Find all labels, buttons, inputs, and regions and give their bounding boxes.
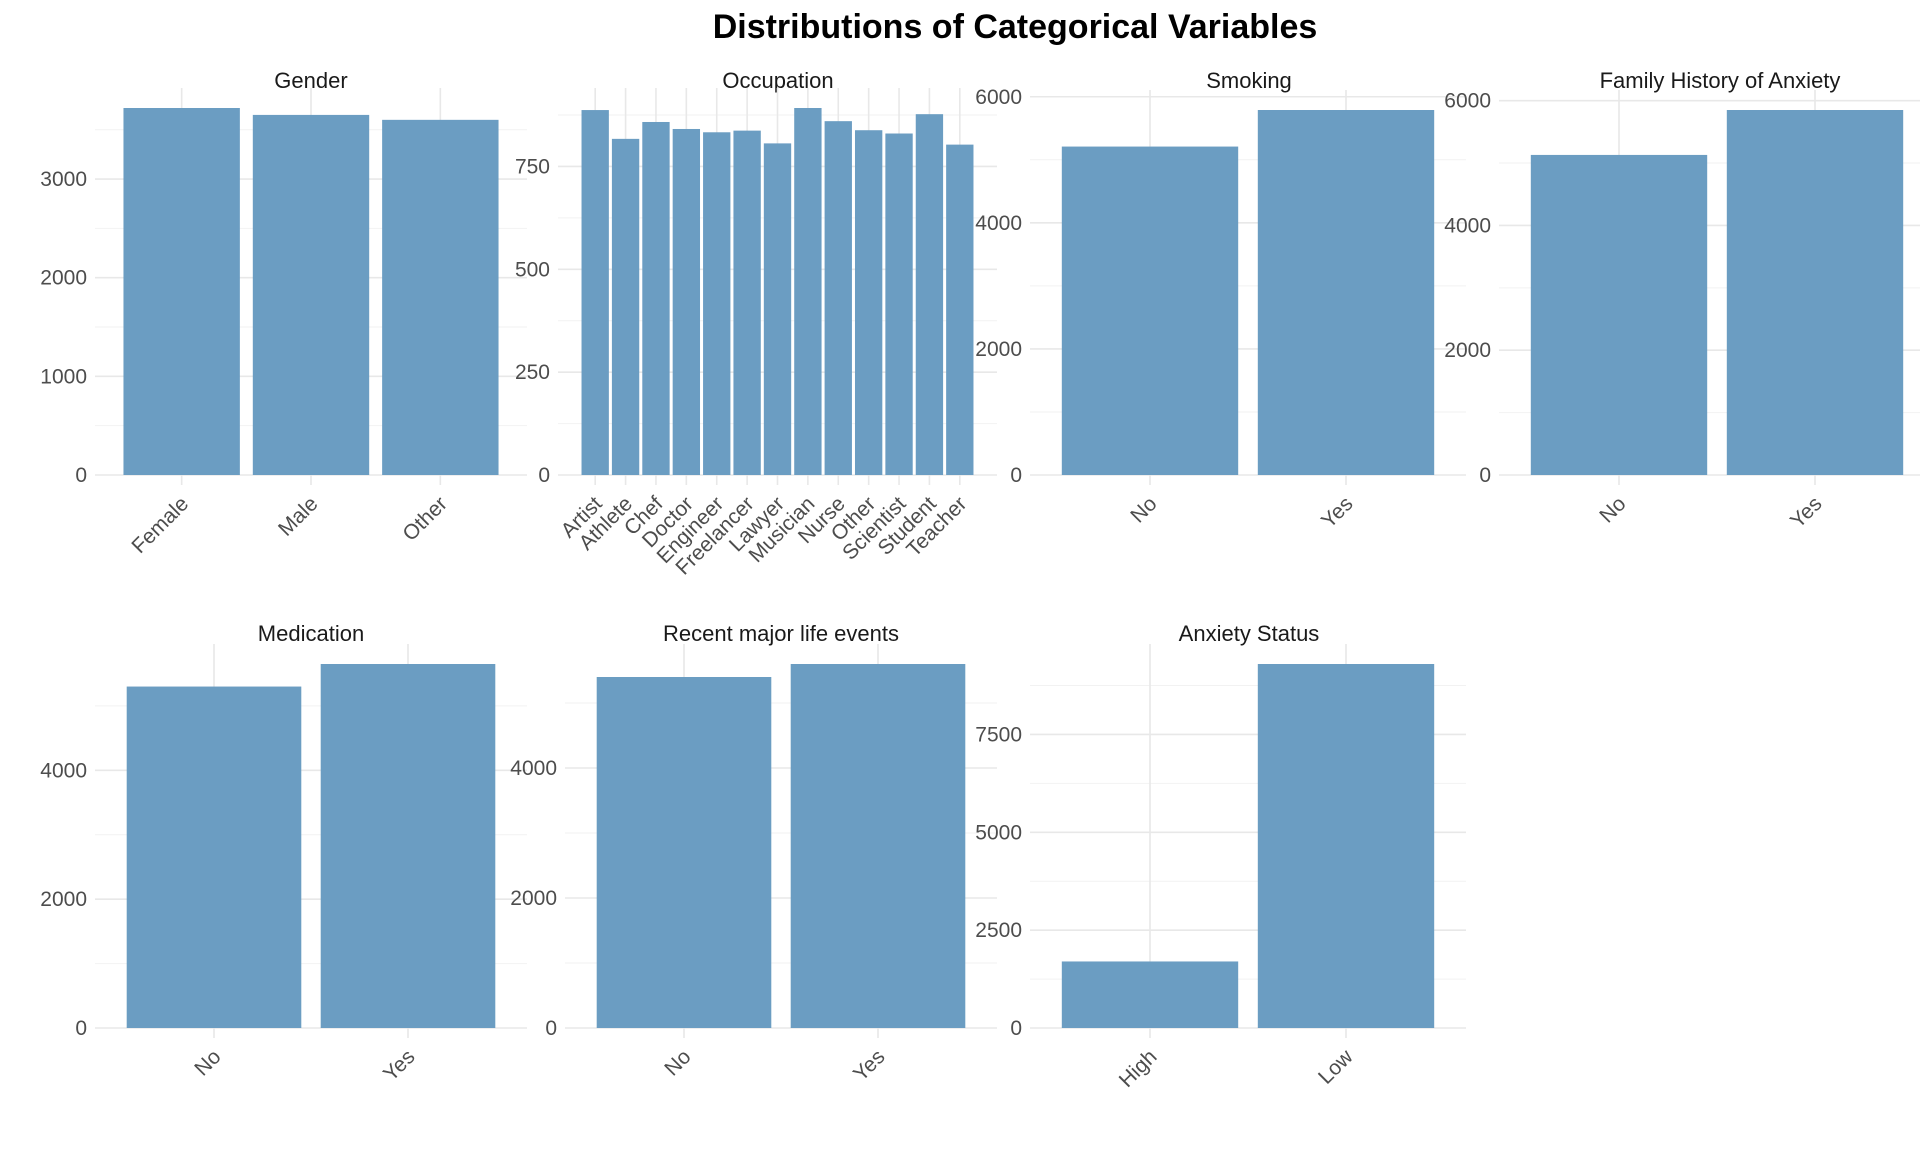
bar[interactable] [794, 108, 822, 475]
bar[interactable] [252, 114, 370, 475]
bar[interactable] [885, 133, 913, 475]
y-tick-label: 2000 [1444, 339, 1491, 362]
y-tick-label: 5000 [975, 821, 1022, 844]
chart-panel-2: Occupation0250500750ArtistAthleteChefDoc… [515, 68, 997, 580]
x-tick-label: No [190, 1045, 225, 1080]
bar[interactable] [1257, 664, 1435, 1028]
bar[interactable] [611, 138, 640, 476]
y-tick-label: 0 [538, 464, 550, 487]
bar[interactable] [854, 130, 883, 476]
y-tick-label: 2500 [975, 919, 1022, 942]
x-tick-label: Yes [379, 1045, 419, 1085]
bar[interactable] [1061, 961, 1239, 1028]
x-tick-label: No [1595, 492, 1630, 527]
panel-title: Recent major life events [663, 621, 899, 646]
y-tick-label: 7500 [975, 723, 1022, 746]
y-tick-label: 1000 [40, 365, 87, 388]
y-tick-label: 2000 [40, 267, 87, 290]
y-tick-label: 4000 [510, 757, 557, 780]
y-tick-label: 500 [515, 258, 550, 281]
bar[interactable] [320, 664, 496, 1028]
x-tick-label: Male [274, 492, 322, 540]
y-tick-label: 0 [1010, 1017, 1022, 1040]
bar[interactable] [382, 119, 499, 475]
x-tick-label: Yes [1317, 492, 1357, 532]
y-tick-label: 6000 [975, 86, 1022, 109]
y-tick-label: 2000 [510, 887, 557, 910]
y-tick-label: 6000 [1444, 90, 1491, 113]
chart-panel-7: Anxiety Status 0 2500 5000 7500 High Low [975, 621, 1466, 1092]
chart-panel-6: Recent major life events 0 2000 4000 No Yes [510, 621, 997, 1086]
y-tick-label: 750 [515, 155, 550, 178]
bar[interactable] [790, 664, 966, 1028]
y-tick-label: 3000 [40, 168, 87, 191]
y-tick-label: 0 [1010, 464, 1022, 487]
x-tick-label: High [1115, 1045, 1162, 1092]
x-tick-label: No [1126, 492, 1161, 527]
bar[interactable] [1726, 110, 1904, 475]
y-tick-label: 0 [75, 1017, 87, 1040]
chart-panel-5: Medication 0 2000 4000 No Yes [40, 621, 527, 1086]
y-tick-label: 2000 [40, 888, 87, 911]
x-tick-label: Female [127, 492, 193, 558]
x-tick-label: Other [398, 492, 451, 545]
bar[interactable] [672, 128, 701, 475]
bar[interactable] [126, 686, 302, 1028]
bar[interactable] [581, 110, 609, 475]
bar[interactable] [733, 130, 761, 476]
bar[interactable] [915, 114, 944, 476]
panel-title: Smoking [1206, 68, 1292, 93]
bar[interactable] [763, 143, 792, 475]
bar[interactable] [1257, 110, 1435, 475]
panel-title: Anxiety Status [1179, 621, 1320, 646]
y-tick-label: 2000 [975, 338, 1022, 361]
bar[interactable] [946, 144, 974, 475]
bar[interactable] [824, 121, 852, 475]
bar[interactable] [123, 108, 240, 475]
bar[interactable] [703, 132, 731, 475]
chart-panel-4: Family History of Anxiety 0 2000 4000 6000 No… [1444, 68, 1920, 533]
panel-title: Family History of Anxiety [1600, 68, 1841, 93]
y-tick-label: 0 [75, 464, 87, 487]
bar[interactable] [1530, 154, 1708, 475]
bar[interactable] [642, 121, 670, 475]
x-tick-label: Yes [849, 1045, 889, 1085]
x-tick-label: No [660, 1045, 695, 1080]
y-tick-label: 4000 [1444, 214, 1491, 237]
y-tick-label: 4000 [40, 759, 87, 782]
y-tick-label: 4000 [975, 212, 1022, 235]
bar[interactable] [1061, 146, 1239, 475]
y-tick-label: 250 [515, 361, 550, 384]
y-tick-label: 0 [545, 1017, 557, 1040]
x-tick-label: Low [1314, 1045, 1358, 1089]
y-tick-label: 0 [1479, 464, 1491, 487]
bar[interactable] [596, 677, 772, 1028]
figure-title: Distributions of Categorical Variables [712, 8, 1318, 46]
x-tick-label: Yes [1786, 492, 1826, 532]
panel-title: Medication [258, 621, 364, 646]
chart-panel-3: Smoking 0 2000 4000 6000 No Yes [975, 68, 1466, 533]
